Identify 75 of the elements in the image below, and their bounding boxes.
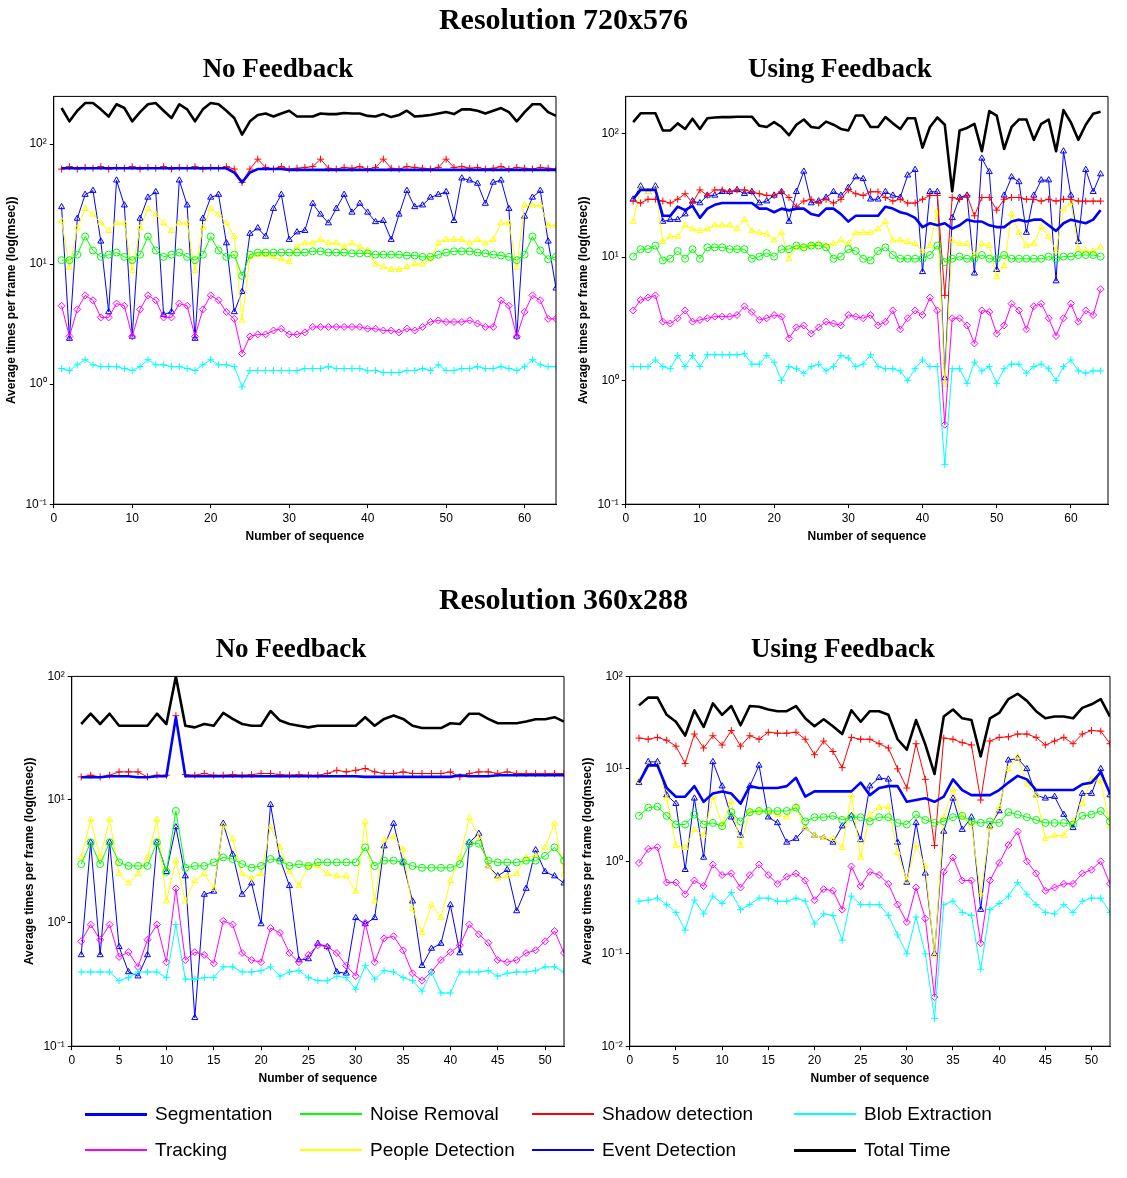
x-tick-label: 20 xyxy=(807,1052,822,1067)
x-tick-label: 5 xyxy=(115,1052,123,1067)
x-tick-label: 60 xyxy=(517,510,532,525)
x-tick-label: 10 xyxy=(693,510,707,525)
y-tick-label: 10¹ xyxy=(601,249,619,264)
chart-title: Using Feedback xyxy=(751,633,935,664)
x-tick-label: 25 xyxy=(301,1052,316,1067)
legend-label: Segmentation xyxy=(155,1103,273,1125)
x-tick-label: 50 xyxy=(1084,1052,1099,1067)
x-tick-label: 5 xyxy=(672,1052,680,1067)
y-tick-label: 10⁻¹ xyxy=(597,496,619,511)
x-tick-label: 40 xyxy=(992,1052,1007,1067)
x-tick-label: 35 xyxy=(396,1052,411,1067)
y-axis-title: Average times per frame (log(msec)) xyxy=(21,757,36,966)
y-tick-label: 10² xyxy=(601,125,619,140)
legend-label: Event Detection xyxy=(602,1139,737,1161)
legend-label: Shadow detection xyxy=(602,1103,754,1125)
chart-title: No Feedback xyxy=(202,53,354,84)
x-tick-label: 25 xyxy=(853,1052,868,1067)
x-tick-label: 50 xyxy=(538,1052,553,1067)
chart-subtitle: Resolution 720x576 xyxy=(437,2,690,36)
y-tick-label: 10⁻¹ xyxy=(25,496,47,511)
x-tick-label: 30 xyxy=(841,510,856,525)
legend-label: Blob Extraction xyxy=(864,1103,992,1125)
x-tick-label: 35 xyxy=(946,1052,960,1067)
x-tick-label: 40 xyxy=(915,510,930,525)
x-tick-label: 30 xyxy=(900,1052,914,1067)
y-tick-label: 10⁻² xyxy=(601,1038,623,1053)
x-tick-label: 0 xyxy=(626,1052,634,1067)
legend-label: Total Time xyxy=(864,1139,951,1161)
y-tick-label: 10⁻¹ xyxy=(601,946,623,961)
y-axis-title: Average times per frame (log(msec)) xyxy=(3,196,18,405)
y-tick-label: 10¹ xyxy=(47,791,65,806)
chart-subtitle: Resolution 360x288 xyxy=(437,582,690,616)
y-axis-title: Average times per frame (log(msec)) xyxy=(575,196,590,405)
x-axis-title: Number of sequence xyxy=(807,529,927,544)
x-tick-label: 0 xyxy=(622,510,630,525)
x-tick-label: 45 xyxy=(491,1052,505,1067)
x-tick-label: 50 xyxy=(990,510,1004,525)
y-tick-label: 10⁻¹ xyxy=(43,1038,65,1053)
legend-label: People Detection xyxy=(370,1139,515,1161)
x-axis-title: Number of sequence xyxy=(245,529,365,544)
y-tick-label: 10¹ xyxy=(605,761,623,776)
x-tick-label: 30 xyxy=(349,1052,363,1067)
y-tick-label: 10⁰ xyxy=(605,853,623,868)
y-axis-title: Average times per frame (log(msec)) xyxy=(579,757,594,966)
x-tick-label: 20 xyxy=(254,1052,269,1067)
x-tick-label: 45 xyxy=(1038,1052,1053,1067)
y-tick-label: 10⁰ xyxy=(29,376,47,391)
x-tick-label: 10 xyxy=(125,510,140,525)
y-tick-label: 10² xyxy=(605,668,623,683)
legend-label: Noise Removal xyxy=(370,1103,499,1125)
x-tick-label: 40 xyxy=(360,510,375,525)
chart-title: Using Feedback xyxy=(748,53,932,84)
y-tick-label: 10² xyxy=(29,136,47,151)
y-tick-label: 10⁰ xyxy=(601,372,619,387)
y-tick-label: 10² xyxy=(47,668,65,683)
x-axis-title: Number of sequence xyxy=(258,1071,378,1086)
x-tick-label: 20 xyxy=(204,510,218,525)
x-axis-title: Number of sequence xyxy=(810,1071,930,1086)
x-tick-label: 30 xyxy=(282,510,297,525)
x-tick-label: 15 xyxy=(207,1052,221,1067)
x-tick-label: 40 xyxy=(443,1052,458,1067)
x-tick-label: 10 xyxy=(715,1052,730,1067)
legend-label: Tracking xyxy=(155,1139,228,1161)
chart-title: No Feedback xyxy=(215,633,367,664)
x-tick-label: 0 xyxy=(68,1052,76,1067)
x-tick-label: 10 xyxy=(159,1052,174,1067)
y-tick-label: 10⁰ xyxy=(47,915,65,930)
x-tick-label: 60 xyxy=(1064,510,1078,525)
x-tick-label: 15 xyxy=(761,1052,776,1067)
y-tick-label: 10¹ xyxy=(29,256,47,271)
x-tick-label: 50 xyxy=(439,510,454,525)
x-tick-label: 20 xyxy=(767,510,782,525)
x-tick-label: 0 xyxy=(50,510,58,525)
